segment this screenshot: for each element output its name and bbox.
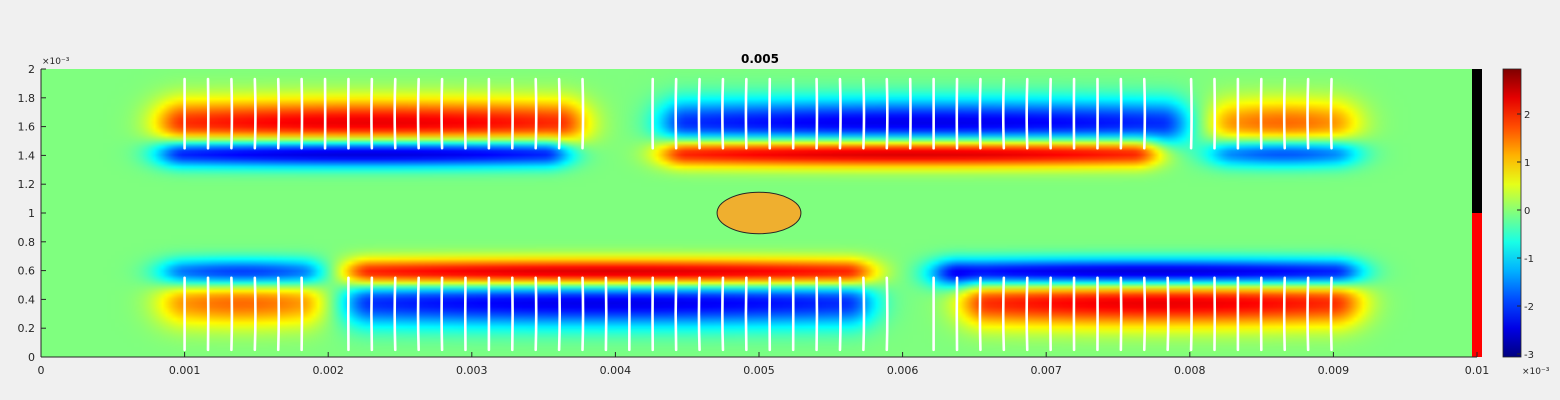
side-bar-top bbox=[1472, 69, 1482, 213]
y-tick-label: 0.4 bbox=[18, 293, 36, 306]
streamline bbox=[721, 276, 725, 352]
y-tick-label: 1.8 bbox=[18, 92, 36, 105]
streamline bbox=[1329, 77, 1333, 150]
streamline bbox=[1306, 276, 1310, 352]
x-tick-label: 0.01 bbox=[1465, 364, 1490, 377]
streamline bbox=[1329, 276, 1333, 352]
colorbar: -3 -2 -1 0 1 2 bbox=[1502, 68, 1534, 361]
colorbar-tick-label: -1 bbox=[1524, 254, 1534, 265]
y-tick-label: 1 bbox=[28, 207, 35, 220]
x-tick-label: 0.008 bbox=[1174, 364, 1206, 377]
x-tick-label: 0.003 bbox=[456, 364, 488, 377]
colorbar-tick-label: 0 bbox=[1524, 206, 1530, 217]
streamline bbox=[581, 77, 585, 150]
colorbar-tick-label: 1 bbox=[1524, 158, 1530, 169]
x-tick-label: 0.001 bbox=[169, 364, 201, 377]
streamline bbox=[1282, 77, 1287, 150]
x-tick-label: 0.002 bbox=[312, 364, 344, 377]
streamline bbox=[1282, 276, 1287, 352]
streamline bbox=[416, 77, 420, 150]
streamline bbox=[534, 276, 538, 352]
y-tick-label: 0 bbox=[28, 351, 35, 364]
side-bar-bottom bbox=[1472, 213, 1482, 357]
plot-area bbox=[40, 69, 1482, 358]
streamline bbox=[534, 77, 538, 150]
colorbar-tick-label: -2 bbox=[1524, 302, 1534, 313]
streamline bbox=[393, 77, 397, 150]
streamline bbox=[1166, 276, 1170, 352]
x-tick-label: 0.005 bbox=[743, 364, 775, 377]
y-tick-label: 0.8 bbox=[18, 236, 36, 249]
obstacle-ellipse bbox=[716, 191, 802, 235]
colorbar-gradient bbox=[1502, 68, 1522, 358]
streamline bbox=[862, 276, 866, 352]
x-tick-label: 0.009 bbox=[1318, 364, 1350, 377]
streamline bbox=[557, 77, 562, 150]
streamline bbox=[862, 77, 866, 150]
streamline bbox=[253, 77, 257, 150]
streamline bbox=[721, 77, 725, 150]
colorbar-tick-label: -3 bbox=[1524, 350, 1534, 361]
y-tick-label: 0.6 bbox=[18, 265, 36, 278]
y-tick-label: 1.6 bbox=[18, 121, 36, 134]
streamline bbox=[253, 276, 257, 352]
y-tick-label: 0.2 bbox=[18, 322, 36, 335]
streamline bbox=[1001, 77, 1006, 150]
x-tick-label: 0 bbox=[38, 364, 45, 377]
streamline bbox=[1306, 77, 1310, 150]
x-tick-label: 0.006 bbox=[887, 364, 919, 377]
x-tick-label: 0.007 bbox=[1030, 364, 1062, 377]
x-axis: 0 0.001 0.002 0.003 0.004 0.005 0.006 0.007 0.00… bbox=[38, 352, 1490, 377]
y-tick-label: 1.2 bbox=[18, 178, 36, 191]
streamline bbox=[276, 276, 281, 352]
streamline bbox=[885, 276, 889, 352]
streamline bbox=[581, 276, 585, 352]
colorbar-exponent-label: ×10⁻³ bbox=[1522, 367, 1550, 377]
streamline bbox=[885, 77, 889, 150]
chart-title: 0.005 bbox=[741, 52, 779, 66]
streamline bbox=[416, 276, 420, 352]
streamline bbox=[697, 276, 701, 352]
streamline bbox=[1025, 77, 1029, 150]
streamline bbox=[1142, 77, 1147, 150]
streamline bbox=[276, 77, 281, 150]
streamline bbox=[1025, 276, 1029, 352]
y-tick-label: 2 bbox=[28, 63, 35, 76]
y-tick-label: 1.4 bbox=[18, 149, 36, 162]
streamline bbox=[1001, 276, 1006, 352]
y-axis: 0 0.2 0.4 0.6 0.8 1 1.2 1.4 1.6 1.8 2 bbox=[18, 63, 46, 364]
streamline bbox=[1142, 276, 1147, 352]
streamline bbox=[838, 276, 842, 352]
streamline bbox=[697, 77, 701, 150]
x-tick-label: 0.004 bbox=[600, 364, 632, 377]
streamline bbox=[557, 276, 562, 352]
colorbar-tick-label: 2 bbox=[1524, 110, 1530, 121]
streamline bbox=[393, 276, 397, 352]
y-exponent-label: ×10⁻³ bbox=[42, 57, 70, 67]
streamline bbox=[838, 77, 842, 150]
